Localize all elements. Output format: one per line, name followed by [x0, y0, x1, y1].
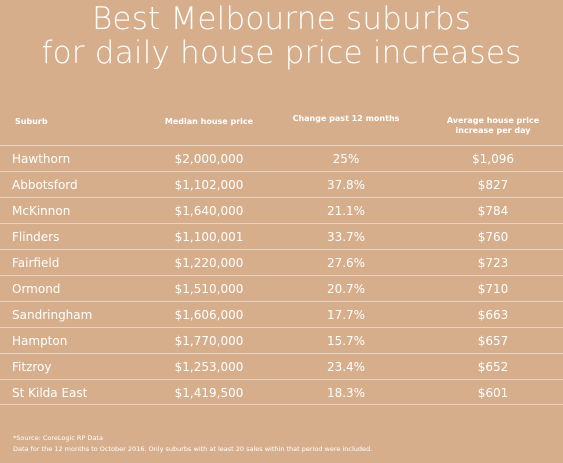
cell-suburb: Hawthorn — [12, 152, 71, 166]
table-row: Hampton $1,770,000 15.7% $657 — [0, 327, 563, 353]
cell-suburb: Hampton — [12, 334, 68, 348]
cell-change: 25% — [332, 152, 360, 166]
cell-change: 20.7% — [326, 282, 366, 296]
header-suburb: Suburb — [15, 117, 48, 126]
cell-average-increase: $723 — [477, 256, 509, 270]
cell-median-price: $2,000,000 — [174, 152, 244, 166]
table-row: St Kilda East $1,419,500 18.3% $601 — [0, 379, 563, 405]
cell-average-increase: $652 — [477, 360, 509, 374]
cell-median-price: $1,220,000 — [174, 256, 244, 270]
cell-change: 17.7% — [326, 308, 366, 322]
cell-suburb: Abbotsford — [12, 178, 78, 192]
cell-change: 33.7% — [326, 230, 366, 244]
cell-suburb: St Kilda East — [12, 386, 88, 400]
cell-suburb: Ormond — [12, 282, 61, 296]
table-row: Fairfield $1,220,000 27.6% $723 — [0, 249, 563, 275]
cell-average-increase: $1,096 — [472, 152, 514, 166]
header-average-increase: Average house price increase per day — [434, 116, 552, 136]
table-row: Sandringham $1,606,000 17.7% $663 — [0, 301, 563, 327]
cell-median-price: $1,606,000 — [174, 308, 244, 322]
cell-median-price: $1,419,500 — [174, 386, 244, 400]
table-row: Ormond $1,510,000 20.7% $710 — [0, 275, 563, 301]
cell-change: 37.8% — [326, 178, 366, 192]
cell-suburb: McKinnon — [12, 204, 71, 218]
header-change: Change past 12 months — [292, 114, 400, 123]
cell-suburb: Flinders — [12, 230, 60, 244]
table-row: Flinders $1,100,001 33.7% $760 — [0, 223, 563, 249]
cell-change: 21.1% — [326, 204, 366, 218]
table-row: Fitzroy $1,253,000 23.4% $652 — [0, 353, 563, 379]
cell-median-price: $1,100,001 — [174, 230, 244, 244]
cell-change: 27.6% — [326, 256, 366, 270]
table-body: Hawthorn $2,000,000 25% $1,096 Abbotsfor… — [0, 145, 563, 405]
cell-average-increase: $827 — [477, 178, 509, 192]
cell-median-price: $1,510,000 — [174, 282, 244, 296]
cell-suburb: Fairfield — [12, 256, 60, 270]
cell-change: 15.7% — [326, 334, 366, 348]
table-header: Suburb Median house price Change past 12… — [0, 113, 563, 143]
page-title: Best Melbourne suburbs for daily house p… — [0, 2, 563, 70]
cell-suburb: Fitzroy — [12, 360, 52, 374]
header-average-line-1: Average house price — [446, 116, 540, 125]
cell-average-increase: $657 — [477, 334, 509, 348]
cell-median-price: $1,102,000 — [174, 178, 244, 192]
footnote-source: *Source: CoreLogic RP Data — [13, 434, 103, 442]
table-row: Abbotsford $1,102,000 37.8% $827 — [0, 171, 563, 197]
cell-change: 23.4% — [326, 360, 366, 374]
cell-average-increase: $760 — [477, 230, 509, 244]
cell-median-price: $1,253,000 — [174, 360, 244, 374]
table-row: McKinnon $1,640,000 21.1% $784 — [0, 197, 563, 223]
header-average-line-2: increase per day — [455, 126, 531, 135]
cell-suburb: Sandringham — [12, 308, 93, 322]
cell-median-price: $1,640,000 — [174, 204, 244, 218]
cell-average-increase: $601 — [477, 386, 509, 400]
cell-median-price: $1,770,000 — [174, 334, 244, 348]
cell-average-increase: $663 — [477, 308, 509, 322]
table-row: Hawthorn $2,000,000 25% $1,096 — [0, 145, 563, 171]
title-line-2: for daily house price increases — [41, 35, 522, 71]
cell-change: 18.3% — [326, 386, 366, 400]
cell-average-increase: $784 — [477, 204, 509, 218]
footnote-note: Data for the 12 months to October 2016. … — [13, 445, 373, 453]
header-median-price: Median house price — [164, 117, 254, 126]
title-line-1: Best Melbourne suburbs — [91, 1, 472, 37]
cell-average-increase: $710 — [477, 282, 509, 296]
